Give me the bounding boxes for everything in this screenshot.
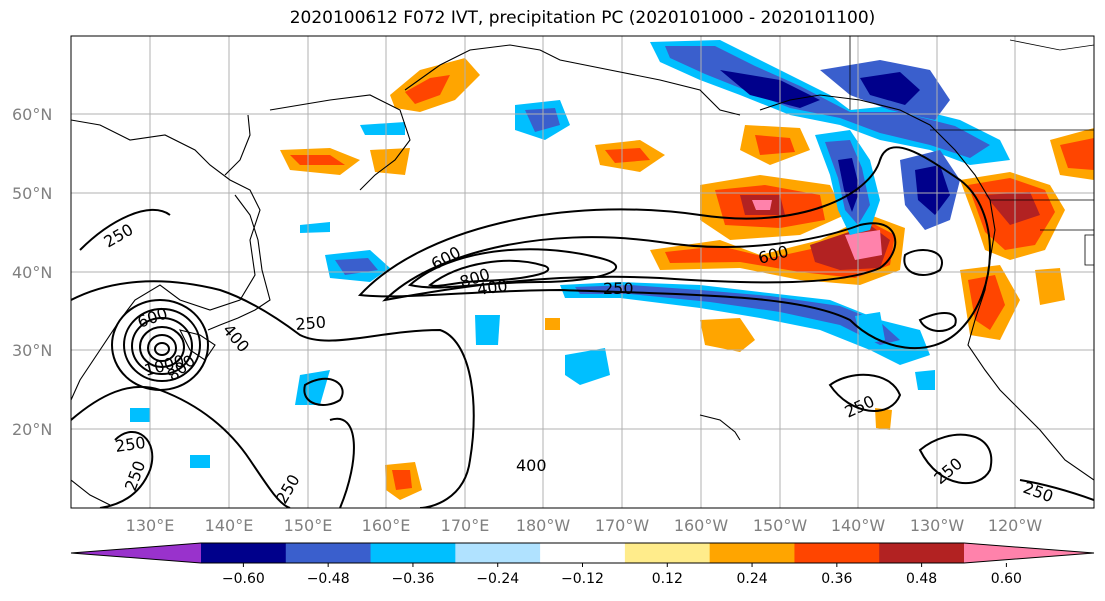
ivt-contours <box>71 146 1094 508</box>
colorbar-tick-label: 0.36 <box>821 571 852 587</box>
colorbar-tick-label: 0.24 <box>736 571 767 587</box>
contour-label: 250 <box>603 279 634 298</box>
colorbar-tick-label: −0.48 <box>307 571 350 587</box>
lon-label: 160°E <box>362 516 411 535</box>
colorbar-segment <box>201 543 287 563</box>
colorbar-tick-label: −0.24 <box>476 571 519 587</box>
colorbar-tick-label: −0.36 <box>391 571 434 587</box>
lat-label: 60°N <box>12 105 52 124</box>
colorbar-tick-label: 0.48 <box>906 571 937 587</box>
colorbar-tick-label: −0.60 <box>222 571 265 587</box>
colorbar-segment <box>370 543 456 563</box>
contour-label: 400 <box>516 456 547 475</box>
map-title: 2020100612 F072 IVT, precipitation PC (2… <box>289 8 876 28</box>
contour-label: 250 <box>114 433 147 456</box>
contour-label: 400 <box>476 276 509 299</box>
lon-label: 160°W <box>674 516 729 535</box>
contour-label: 250 <box>295 312 327 334</box>
lat-label: 50°N <box>12 184 52 203</box>
colorbar: −0.60 −0.48 −0.36 −0.24 −0.12 0.12 0.24 0.36 0.4… <box>70 542 1095 587</box>
lon-label: 150°W <box>753 516 808 535</box>
colorbar-segment <box>455 543 541 563</box>
lon-label: 140°E <box>205 516 254 535</box>
colorbar-segment <box>285 543 372 563</box>
lon-label: 140°W <box>831 516 886 535</box>
lat-label: 20°N <box>12 420 52 439</box>
colorbar-segment <box>540 543 626 563</box>
lon-label: 120°W <box>988 516 1043 535</box>
precip-positive-shading <box>280 58 1094 500</box>
colorbar-outline <box>70 542 1095 564</box>
lat-label: 30°N <box>12 341 52 360</box>
colorbar-tick-label: 0.12 <box>652 571 683 587</box>
lon-label: 170°W <box>595 516 650 535</box>
lon-label: 180°W <box>516 516 571 535</box>
country-borders <box>849 36 1094 266</box>
precip-negative-shading <box>130 40 1010 468</box>
longitude-labels: 130°E 140°E 150°E 160°E 170°E 180°W 170°… <box>126 516 1043 535</box>
colorbar-segment <box>794 543 880 563</box>
map-frame <box>70 35 1095 509</box>
latitude-labels: 60°N 50°N 40°N 30°N 20°N <box>12 105 52 439</box>
colorbar-extend-min <box>71 543 201 563</box>
lon-label: 170°E <box>441 516 490 535</box>
coastlines <box>71 44 1094 506</box>
colorbar-segment <box>624 543 711 563</box>
colorbar-tick-label: −0.12 <box>561 571 604 587</box>
colorbar-tick-label: 0.60 <box>991 571 1022 587</box>
lat-label: 40°N <box>12 263 52 282</box>
colorbar-segment <box>709 543 795 563</box>
lon-label: 130°E <box>126 516 175 535</box>
colorbar-extend-max <box>964 543 1094 563</box>
lon-label: 150°E <box>284 516 333 535</box>
lon-label: 130°W <box>910 516 965 535</box>
colorbar-segment <box>879 543 965 563</box>
